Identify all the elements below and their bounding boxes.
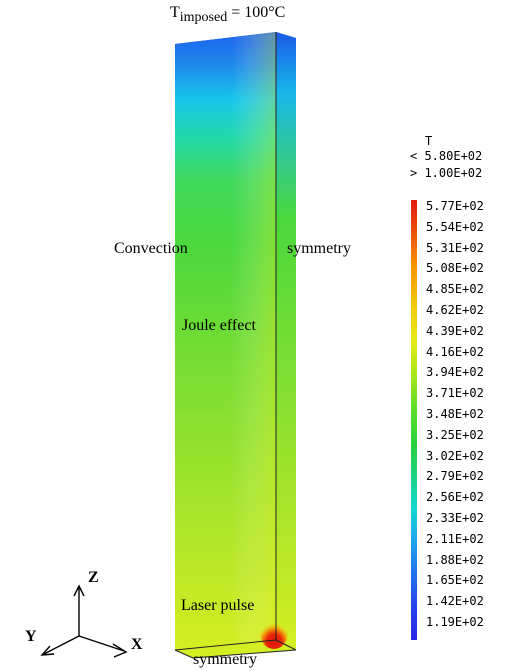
axis-z-label: Z [88, 569, 99, 586]
legend-color-bar [411, 200, 417, 640]
legend-value: 4.62E+02 [426, 302, 484, 317]
legend-value: 3.02E+02 [426, 448, 484, 463]
legend-value: 1.42E+02 [426, 594, 484, 609]
legend-value: 4.16E+02 [426, 344, 484, 359]
imposed-temperature-title: Timposed = 100°C [170, 4, 285, 26]
laser-pulse-label: Laser pulse [181, 597, 255, 614]
bar-right-face [276, 32, 296, 650]
title-value: = 100°C [227, 4, 286, 21]
axis-triad [40, 584, 128, 658]
title-subscript: imposed [179, 10, 228, 25]
legend-value: 2.56E+02 [426, 490, 484, 505]
legend-value: 3.94E+02 [426, 365, 484, 380]
legend-min-label: > 1.00E+02 [410, 166, 483, 180]
legend-value: 2.11E+02 [426, 531, 484, 546]
axis-x-label: X [131, 636, 143, 653]
title-symbol: T [170, 4, 180, 21]
legend-value: 2.79E+02 [426, 469, 484, 484]
legend-value: 2.33E+02 [426, 510, 484, 525]
axis-y-label: Y [25, 628, 37, 645]
legend-value: 4.85E+02 [426, 282, 484, 297]
legend-value: 5.08E+02 [426, 261, 484, 276]
legend-value: 1.19E+02 [426, 614, 484, 629]
legend-max-label: < 5.80E+02 [410, 149, 483, 163]
legend-title: T [425, 134, 433, 148]
legend-value: 4.39E+02 [426, 323, 484, 338]
legend-value: 3.71E+02 [426, 386, 484, 401]
legend-value: 3.48E+02 [426, 406, 484, 421]
legend-value: 5.31E+02 [426, 240, 484, 255]
legend-value: 5.77E+02 [426, 199, 484, 213]
joule-effect-label: Joule effect [182, 317, 256, 334]
legend-value-list: 5.77E+02 5.54E+02 5.31E+02 5.08E+02 4.85E+02… [426, 196, 484, 633]
legend-value: 1.65E+02 [426, 573, 484, 588]
legend-value: 1.88E+02 [426, 552, 484, 567]
symmetry-bottom-label: symmetry [193, 651, 257, 668]
legend-value: 5.54E+02 [426, 219, 484, 234]
symmetry-right-label: symmetry [287, 240, 351, 257]
legend-value: 3.25E+02 [426, 427, 484, 442]
convection-label: Convection [114, 240, 188, 257]
